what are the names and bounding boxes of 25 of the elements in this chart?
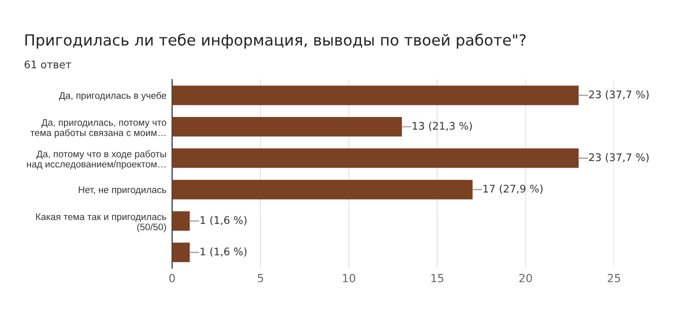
x-tick-label: 25: [608, 274, 620, 282]
x-tick-label: 10: [343, 274, 356, 282]
bar: [172, 180, 473, 200]
chart-title: Пригодилась ли тебе информация, выводы по твоей работе"?: [25, 34, 526, 49]
data-label: 17 (27,9 %): [483, 184, 543, 194]
bar: [172, 242, 190, 262]
x-tick-label: 20: [519, 274, 532, 282]
bar: [172, 148, 579, 168]
x-tick-label: 15: [431, 274, 444, 282]
x-tick-label: 5: [258, 274, 264, 282]
bar: [172, 117, 402, 136]
bar: [172, 86, 579, 106]
x-tick-label: 0: [169, 274, 175, 282]
bar: [172, 211, 190, 231]
data-label: 23 (37,7 %): [589, 153, 649, 162]
text: 61 ответ: [24, 60, 72, 68]
y-tick-label: Да, пригодилась в учебе: [59, 92, 166, 101]
y-tick-label: Да, потому что в ходе работы над исследованием/проектом…: [27, 150, 166, 170]
data-label: 13 (21,3 %): [412, 122, 472, 131]
data-label: 1 (1,6 %): [200, 216, 246, 226]
data-label: 23 (37,7 %): [589, 90, 649, 100]
data-label: 1 (1,6 %): [200, 247, 246, 257]
y-tick-label: Да, пригодилась, потому что тема работы связана с моим…: [30, 119, 166, 138]
y-tick-label: Какая тема так и пригодилась (50/50): [36, 214, 166, 232]
y-tick-label: Нет, не пригодилась: [78, 186, 166, 195]
